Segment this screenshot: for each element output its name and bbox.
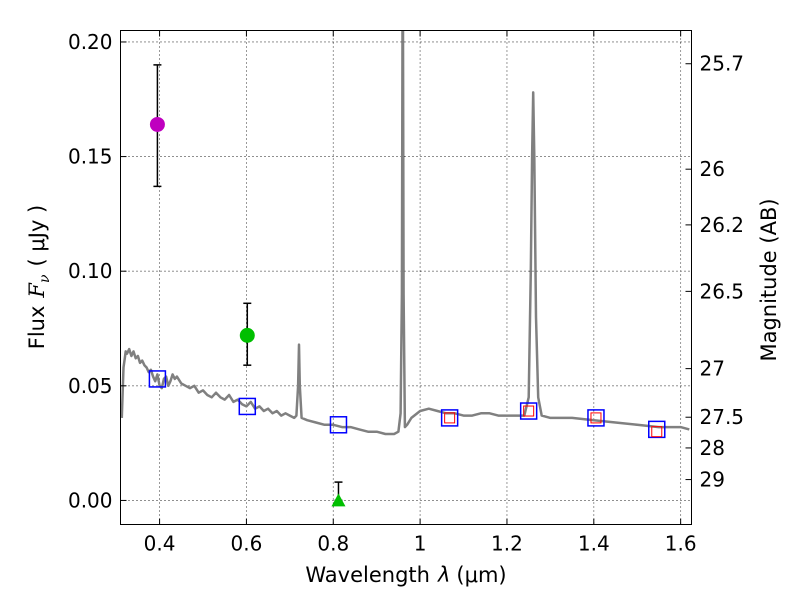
y2-axis: 25.7 26 26.2 26.5 27 27.5 28 29 [685,52,745,492]
x-tick-label: 0.8 [317,532,349,556]
model-photometry-square [238,397,257,416]
y2-tick-label: 28 [700,436,725,460]
observed-limit-square [590,412,602,424]
y2-tick-label: 26 [700,157,725,181]
model-photometry-square [148,370,167,388]
x-tick-label: 0.6 [231,532,263,556]
plot-area [120,30,690,507]
axes-frame [120,30,692,525]
y-tick-label: 0.10 [68,259,113,283]
x-axis: 0.4 0.6 0.8 1 1.2 1.4 1.6 [144,30,697,556]
y2-tick-label: 25.7 [700,52,745,76]
y-tick-label: 0.00 [68,488,113,512]
y2-tick-label: 27 [700,357,725,381]
y2-tick-label: 26.2 [700,213,745,237]
x-axis-label: Wavelength λ (μm) [305,563,506,587]
y-axis: 0.00 0.05 0.10 0.15 0.20 [68,30,127,512]
y2-tick-label: 27.5 [700,405,745,429]
y-tick-label: 0.05 [68,374,113,398]
detection-circle [149,116,165,132]
sed-line [120,30,690,436]
model-photometry-square [648,420,666,439]
x-tick-label: 1 [414,532,427,556]
model-photometry-square [329,416,348,434]
observed-limit-square [523,405,535,417]
y2-tick-label: 29 [700,468,725,492]
model-photometry-square [587,409,605,427]
clipped-group [120,30,690,436]
observed-limit-square [444,412,456,424]
model-photometry-square [519,402,538,420]
detection-circle [239,327,255,343]
observed-limit-square [651,426,663,438]
grid-lines [120,30,692,525]
y2-tick-label: 26.5 [700,279,745,303]
y-tick-label: 0.15 [68,145,113,169]
x-tick-label: 1.2 [491,532,523,556]
x-tick-label: 1.4 [578,532,610,556]
x-tick-label: 1.6 [665,532,697,556]
detection-triangle [331,493,346,507]
y2-axis-label: Magnitude (AB) [757,198,781,361]
y-tick-label: 0.20 [68,30,113,54]
x-tick-label: 0.4 [144,532,176,556]
y-axis-label: FluxFν( μJy ) [25,205,53,349]
model-photometry-square [440,409,459,427]
